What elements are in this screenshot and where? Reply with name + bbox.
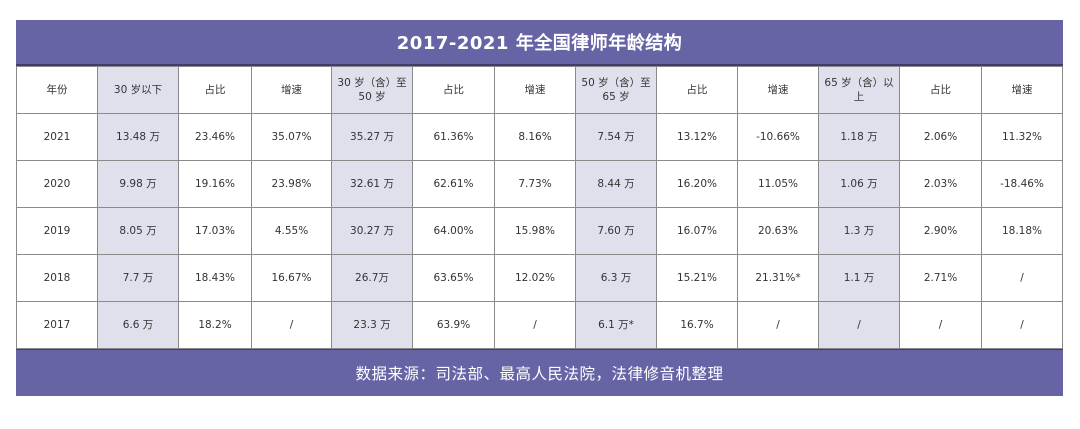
cell-share: 19.16% bbox=[178, 160, 252, 208]
cell-growth: -10.66% bbox=[737, 113, 819, 161]
cell-growth: 11.32% bbox=[981, 113, 1063, 161]
cell-growth: 20.63% bbox=[737, 207, 819, 255]
cell-count: 13.48 万 bbox=[97, 113, 179, 161]
cell-count: 23.3 万 bbox=[331, 301, 413, 349]
cell-share: 17.03% bbox=[178, 207, 252, 255]
cell-growth: / bbox=[981, 254, 1063, 302]
col-header-growth: 增速 bbox=[494, 66, 576, 114]
cell-growth: 21.31%* bbox=[737, 254, 819, 302]
cell-share: 2.71% bbox=[899, 254, 982, 302]
cell-growth: 4.55% bbox=[251, 207, 332, 255]
cell-share: 64.00% bbox=[412, 207, 495, 255]
cell-growth: / bbox=[251, 301, 332, 349]
col-header-30-to-50-line2: 50 岁 bbox=[358, 91, 386, 103]
cell-count: 1.3 万 bbox=[818, 207, 900, 255]
col-header-50-to-65: 50 岁（含）至 65 岁 bbox=[575, 66, 657, 114]
cell-count: 1.1 万 bbox=[818, 254, 900, 302]
cell-count: 35.27 万 bbox=[331, 113, 413, 161]
cell-count: 1.18 万 bbox=[818, 113, 900, 161]
cell-share: 18.2% bbox=[178, 301, 252, 349]
col-header-share: 占比 bbox=[412, 66, 495, 114]
col-header-growth: 增速 bbox=[981, 66, 1063, 114]
cell-count: 6.3 万 bbox=[575, 254, 657, 302]
col-header-30-to-50-line1: 30 岁（含）至 bbox=[337, 77, 407, 89]
cell-share: 16.7% bbox=[656, 301, 738, 349]
col-header-growth: 增速 bbox=[737, 66, 819, 114]
col-header-50-to-65-line2: 65 岁 bbox=[602, 91, 630, 103]
col-header-year: 年份 bbox=[16, 66, 98, 114]
cell-growth: -18.46% bbox=[981, 160, 1063, 208]
cell-year: 2019 bbox=[16, 207, 98, 255]
age-structure-table: 年份 30 岁以下 占比 增速 30 岁（含）至 50 岁 占比 增速 50 岁… bbox=[16, 66, 1063, 349]
header-row: 年份 30 岁以下 占比 增速 30 岁（含）至 50 岁 占比 增速 50 岁… bbox=[16, 66, 1063, 114]
cell-count: 32.61 万 bbox=[331, 160, 413, 208]
col-header-share: 占比 bbox=[656, 66, 738, 114]
cell-growth: 16.67% bbox=[251, 254, 332, 302]
cell-count: 7.54 万 bbox=[575, 113, 657, 161]
cell-share: 63.9% bbox=[412, 301, 495, 349]
cell-share: 16.07% bbox=[656, 207, 738, 255]
cell-growth: 8.16% bbox=[494, 113, 576, 161]
cell-count: 6.1 万* bbox=[575, 301, 657, 349]
cell-share: 62.61% bbox=[412, 160, 495, 208]
cell-year: 2021 bbox=[16, 113, 98, 161]
age-structure-table-panel: 2017-2021 年全国律师年龄结构 年份 30 岁以下 占比 增速 30 岁… bbox=[16, 20, 1063, 396]
col-header-30-to-50: 30 岁（含）至 50 岁 bbox=[331, 66, 413, 114]
cell-share: 13.12% bbox=[656, 113, 738, 161]
col-header-growth: 增速 bbox=[251, 66, 332, 114]
table-title: 2017-2021 年全国律师年龄结构 bbox=[16, 20, 1063, 66]
table-row: 2019 8.05 万 17.03% 4.55% 30.27 万 64.00% … bbox=[16, 207, 1063, 255]
col-header-65-plus: 65 岁（含）以上 bbox=[818, 66, 900, 114]
cell-year: 2018 bbox=[16, 254, 98, 302]
cell-share: 2.06% bbox=[899, 113, 982, 161]
cell-share: 63.65% bbox=[412, 254, 495, 302]
cell-growth: 11.05% bbox=[737, 160, 819, 208]
cell-share: 15.21% bbox=[656, 254, 738, 302]
table-row: 2020 9.98 万 19.16% 23.98% 32.61 万 62.61%… bbox=[16, 160, 1063, 208]
table-row: 2021 13.48 万 23.46% 35.07% 35.27 万 61.36… bbox=[16, 113, 1063, 161]
cell-count: 30.27 万 bbox=[331, 207, 413, 255]
cell-growth: 15.98% bbox=[494, 207, 576, 255]
cell-growth: 12.02% bbox=[494, 254, 576, 302]
cell-year: 2017 bbox=[16, 301, 98, 349]
cell-count: 8.05 万 bbox=[97, 207, 179, 255]
cell-share: 2.03% bbox=[899, 160, 982, 208]
cell-count: 6.6 万 bbox=[97, 301, 179, 349]
table-row: 2018 7.7 万 18.43% 16.67% 26.7万 63.65% 12… bbox=[16, 254, 1063, 302]
cell-growth: / bbox=[981, 301, 1063, 349]
cell-share: 18.43% bbox=[178, 254, 252, 302]
cell-growth: / bbox=[737, 301, 819, 349]
cell-growth: 23.98% bbox=[251, 160, 332, 208]
cell-growth: / bbox=[494, 301, 576, 349]
col-header-share: 占比 bbox=[178, 66, 252, 114]
cell-count: 1.06 万 bbox=[818, 160, 900, 208]
cell-share: / bbox=[899, 301, 982, 349]
col-header-under-30: 30 岁以下 bbox=[97, 66, 179, 114]
cell-growth: 18.18% bbox=[981, 207, 1063, 255]
col-header-50-to-65-line1: 50 岁（含）至 bbox=[581, 77, 651, 89]
cell-share: 2.90% bbox=[899, 207, 982, 255]
cell-share: 16.20% bbox=[656, 160, 738, 208]
cell-growth: 35.07% bbox=[251, 113, 332, 161]
table-row: 2017 6.6 万 18.2% / 23.3 万 63.9% / 6.1 万*… bbox=[16, 301, 1063, 349]
cell-count: 26.7万 bbox=[331, 254, 413, 302]
cell-growth: 7.73% bbox=[494, 160, 576, 208]
col-header-share: 占比 bbox=[899, 66, 982, 114]
cell-share: 61.36% bbox=[412, 113, 495, 161]
cell-count: 8.44 万 bbox=[575, 160, 657, 208]
cell-count: 7.60 万 bbox=[575, 207, 657, 255]
cell-count: / bbox=[818, 301, 900, 349]
data-source-footer: 数据来源：司法部、最高人民法院，法律修音机整理 bbox=[16, 349, 1063, 396]
cell-count: 9.98 万 bbox=[97, 160, 179, 208]
cell-share: 23.46% bbox=[178, 113, 252, 161]
cell-count: 7.7 万 bbox=[97, 254, 179, 302]
cell-year: 2020 bbox=[16, 160, 98, 208]
